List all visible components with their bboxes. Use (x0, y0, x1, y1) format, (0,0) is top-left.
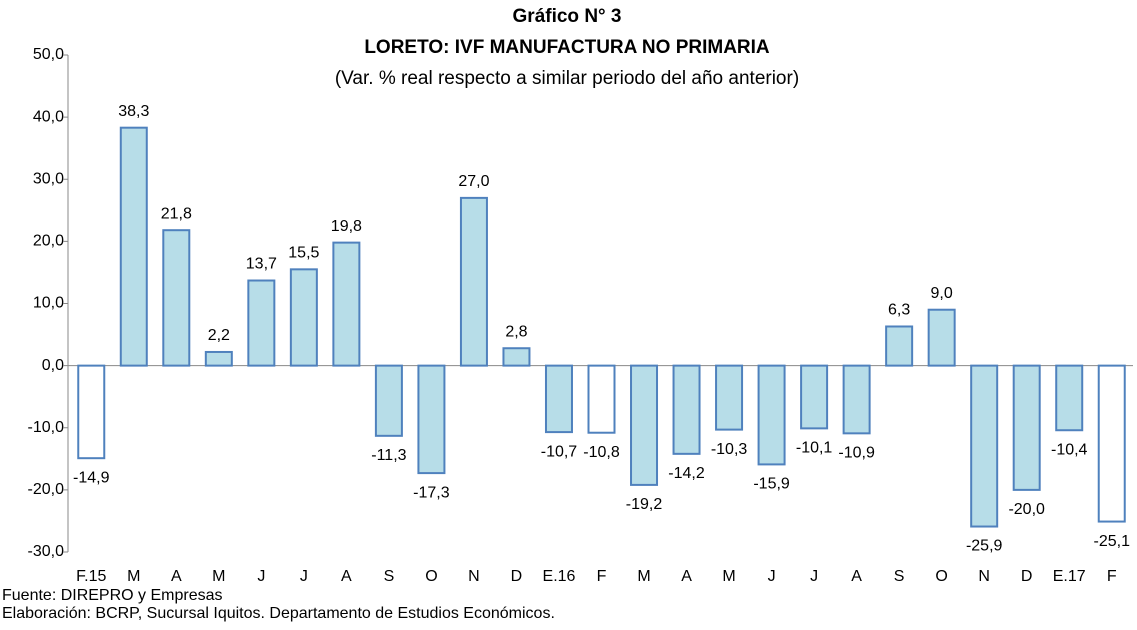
y-tick-label: -30,0 (28, 543, 65, 560)
x-tick-label: O (935, 568, 947, 585)
bar (672, 364, 701, 455)
bar (459, 196, 488, 367)
value-label: 13,7 (246, 256, 277, 273)
value-label: -11,3 (371, 447, 406, 464)
x-tick-label: N (468, 568, 480, 585)
chart-subtitle: LORETO: IVF MANUFACTURA NO PRIMARIA (364, 37, 770, 58)
y-tick-label: 40,0 (33, 108, 64, 125)
value-label: -14,2 (668, 465, 705, 482)
y-tick-label: 20,0 (33, 233, 64, 250)
x-tick-label: E.17 (1053, 568, 1086, 585)
value-label: -19,2 (626, 496, 663, 513)
x-tick-label: J (257, 568, 265, 585)
bar (119, 126, 148, 367)
value-label: -20,0 (1008, 501, 1045, 518)
bar (630, 364, 659, 486)
x-tick-label: J (810, 568, 818, 585)
bar (417, 364, 446, 475)
bar (587, 364, 616, 434)
x-tick-label: J (300, 568, 308, 585)
value-label: -25,9 (966, 538, 1003, 555)
value-label: 2,8 (505, 323, 527, 340)
value-label: 9,0 (931, 285, 953, 302)
x-tick-label: M (212, 568, 225, 585)
x-tick-label: A (851, 568, 862, 585)
x-tick-label: D (511, 568, 523, 585)
x-tick-label: A (681, 568, 692, 585)
bar (289, 268, 318, 367)
bar (77, 364, 106, 460)
x-tick-label: A (171, 568, 182, 585)
value-label: -25,1 (1094, 533, 1131, 550)
x-tick-label: A (341, 568, 352, 585)
bar (1012, 364, 1041, 491)
y-tick-label: 50,0 (33, 46, 64, 63)
bar (374, 364, 403, 437)
x-tick-label: M (127, 568, 140, 585)
x-tick-label: F.15 (76, 568, 106, 585)
x-tick-label: F (1107, 568, 1117, 585)
x-tick-label: S (894, 568, 905, 585)
value-label: -10,7 (541, 443, 578, 460)
bar (544, 364, 573, 434)
value-label: -10,1 (796, 440, 833, 457)
bar (204, 350, 233, 367)
bar (332, 241, 361, 367)
bar (885, 325, 914, 367)
x-tick-label: M (722, 568, 735, 585)
value-label: 15,5 (288, 245, 319, 262)
x-tick-label: M (637, 568, 650, 585)
bar (970, 364, 999, 528)
value-label: 6,3 (888, 302, 910, 319)
x-tick-label: E.16 (543, 568, 576, 585)
value-label: -14,9 (73, 469, 110, 486)
value-label: -17,3 (413, 484, 450, 501)
bar (842, 364, 871, 435)
value-label: 19,8 (331, 218, 362, 235)
y-tick-label: -10,0 (28, 419, 65, 436)
value-label: -10,8 (583, 444, 620, 461)
x-tick-label: S (384, 568, 395, 585)
x-tick-label: N (978, 568, 990, 585)
y-tick-label: 0,0 (42, 357, 64, 374)
value-label: -10,3 (711, 441, 748, 458)
bar (800, 364, 829, 430)
bar (502, 347, 531, 367)
bar (715, 364, 744, 431)
value-label: 21,8 (161, 205, 192, 222)
bar (247, 279, 276, 367)
chart-note: (Var. % real respecto a similar periodo … (335, 68, 799, 89)
value-label: -15,9 (753, 476, 790, 493)
bar (757, 364, 786, 466)
bar (1055, 364, 1084, 432)
value-label: 2,2 (208, 327, 230, 344)
bar (927, 308, 956, 367)
value-label: -10,9 (838, 445, 875, 462)
value-label: 27,0 (458, 173, 489, 190)
value-label: -10,4 (1051, 441, 1088, 458)
bar (162, 229, 191, 367)
y-tick-label: 30,0 (33, 170, 64, 187)
x-tick-label: O (425, 568, 437, 585)
x-tick-label: J (768, 568, 776, 585)
bar (1097, 364, 1126, 523)
value-label: 38,3 (118, 103, 149, 120)
chart-title: Gráfico N° 3 (513, 6, 622, 27)
y-tick-label: 10,0 (33, 295, 64, 312)
y-tick-label: -20,0 (28, 481, 65, 498)
source: Fuente: DIREPRO y Empresas (2, 587, 223, 604)
x-tick-label: D (1021, 568, 1033, 585)
credit: Elaboración: BCRP, Sucursal Iquitos. Dep… (2, 605, 555, 622)
x-tick-label: F (597, 568, 607, 585)
